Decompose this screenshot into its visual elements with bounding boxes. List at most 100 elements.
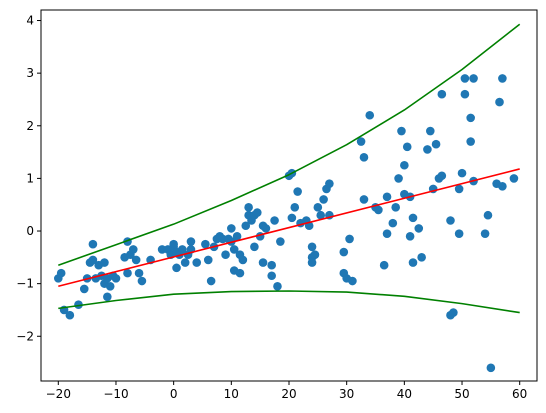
data-point — [431, 139, 441, 149]
data-point — [339, 247, 349, 257]
x-tick-label: 20 — [281, 387, 296, 401]
data-point — [258, 258, 268, 267]
data-point — [105, 281, 115, 291]
data-point — [238, 255, 248, 265]
data-point — [56, 268, 66, 278]
data-point — [359, 153, 369, 162]
data-point — [391, 203, 400, 212]
data-point — [192, 258, 202, 267]
x-tick-label: 10 — [224, 387, 239, 401]
data-point — [400, 160, 409, 170]
data-point — [348, 276, 357, 286]
scatter-points — [54, 74, 519, 373]
data-point — [250, 242, 259, 252]
data-point — [374, 205, 383, 215]
data-point — [460, 89, 470, 99]
data-point — [131, 255, 141, 265]
data-point — [267, 271, 276, 281]
data-point — [229, 245, 239, 254]
data-point — [235, 268, 245, 278]
data-point — [316, 210, 326, 220]
data-point — [469, 74, 478, 83]
data-point — [457, 168, 467, 178]
data-point — [394, 174, 403, 183]
y-tick-label: −1 — [16, 277, 34, 291]
data-point — [79, 284, 89, 294]
data-point — [446, 216, 455, 225]
data-point — [221, 250, 230, 260]
data-point — [509, 174, 519, 183]
x-tick-label: 40 — [397, 387, 412, 401]
series-lines — [58, 23, 521, 314]
data-point — [313, 203, 323, 212]
data-point — [307, 242, 317, 252]
x-axis: −20 −10 0 10 20 30 40 50 60 — [46, 381, 527, 401]
x-tick-label: 50 — [454, 387, 469, 401]
data-point — [293, 187, 302, 196]
data-point — [74, 300, 83, 309]
y-tick-label: 4 — [26, 14, 34, 28]
data-point — [88, 255, 98, 265]
data-point — [408, 213, 418, 223]
data-point — [65, 310, 75, 320]
data-point — [206, 276, 216, 286]
data-point — [359, 195, 369, 204]
data-point — [137, 276, 147, 286]
data-point — [423, 145, 432, 154]
data-point — [486, 363, 496, 373]
data-point — [252, 208, 262, 217]
x-tick-label: 30 — [339, 387, 354, 401]
y-axis: −2 −1 0 1 2 3 4 — [16, 14, 41, 343]
data-point — [405, 231, 415, 241]
data-point — [365, 110, 375, 120]
data-point — [454, 229, 464, 238]
data-point — [466, 113, 475, 123]
data-point — [466, 137, 475, 146]
upper-band-line — [58, 23, 521, 266]
data-point — [310, 250, 320, 260]
data-point — [178, 245, 187, 254]
data-point — [232, 231, 242, 241]
x-tick-label: −10 — [103, 387, 128, 401]
data-point — [454, 184, 464, 194]
data-point — [356, 137, 366, 146]
data-point — [261, 224, 271, 233]
data-point — [186, 237, 196, 246]
x-tick-label: 0 — [170, 387, 178, 401]
data-point — [480, 229, 490, 238]
fit-line — [58, 168, 520, 288]
x-tick-label: −20 — [46, 387, 71, 401]
data-point — [123, 268, 132, 278]
lower-band-line — [58, 290, 520, 314]
data-point — [287, 213, 297, 223]
data-point — [241, 221, 251, 231]
y-tick-label: 2 — [26, 119, 34, 133]
plot-area-frame — [40, 9, 538, 382]
data-point — [134, 268, 144, 278]
data-point — [498, 181, 507, 191]
data-point — [437, 171, 447, 181]
data-point — [128, 245, 138, 254]
data-point — [460, 74, 470, 83]
data-point — [382, 229, 392, 238]
data-point — [498, 74, 507, 83]
data-point — [397, 126, 406, 136]
x-tick-label: 60 — [512, 387, 527, 401]
data-point — [408, 258, 418, 267]
data-point — [267, 260, 276, 270]
y-tick-label: 1 — [26, 171, 34, 185]
data-point — [483, 210, 493, 220]
data-point — [172, 263, 181, 273]
data-point — [345, 234, 354, 244]
data-point — [276, 237, 285, 246]
data-point — [270, 216, 279, 225]
data-point — [180, 258, 190, 267]
data-point — [169, 239, 178, 249]
data-point — [203, 255, 213, 265]
data-point — [319, 195, 328, 204]
data-point — [201, 239, 210, 249]
data-point — [449, 308, 458, 317]
data-point — [325, 179, 334, 188]
y-tick-label: −2 — [16, 329, 34, 343]
